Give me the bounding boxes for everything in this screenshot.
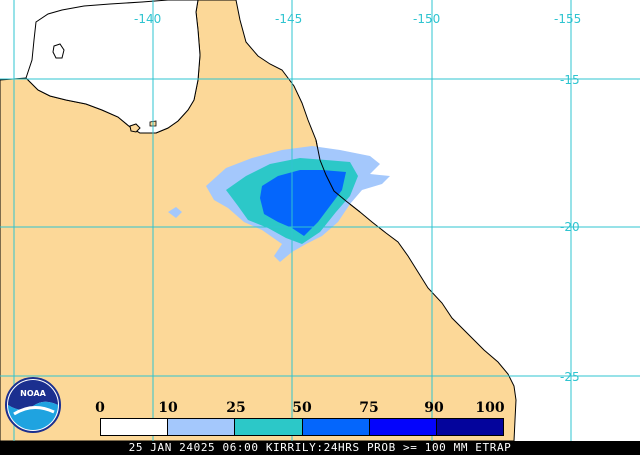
mornington-island [129,123,141,133]
lon-label: -140 [134,12,162,26]
legend-tick: 90 [424,400,444,416]
lon-label: -145 [275,12,303,26]
lat-label: -15 [560,73,580,87]
legend-tick: 0 [95,400,105,416]
cape-york-white-top [25,0,201,134]
legend-swatch [101,419,169,435]
noaa-logo-text: NOAA [20,389,46,398]
color-legend [100,418,504,436]
precip-prob-50 [260,170,346,236]
legend-swatch [302,419,370,435]
noaa-logo: NOAA [5,377,61,433]
grid-lines [0,0,640,441]
legend-tick: 50 [292,400,312,416]
gulf-island [52,43,65,59]
legend-swatch [369,419,437,435]
coastline-overlay [315,139,361,213]
legend-tick: 100 [475,400,505,416]
legend-tick: 75 [359,400,379,416]
lat-label: -20 [560,220,580,234]
lat-label: -25 [560,370,580,384]
lon-label: -155 [554,12,582,26]
map-caption: 25 JAN 24025 06:00 KIRRILY:24HRS PROB >=… [0,441,640,455]
precip-prob-10-small [168,207,182,218]
legend-tick: 25 [226,400,246,416]
legend-swatch [168,419,236,435]
legend-swatch [235,419,303,435]
lon-label: -150 [413,12,441,26]
legend-tick: 10 [158,400,178,416]
legend-swatch [436,419,504,435]
